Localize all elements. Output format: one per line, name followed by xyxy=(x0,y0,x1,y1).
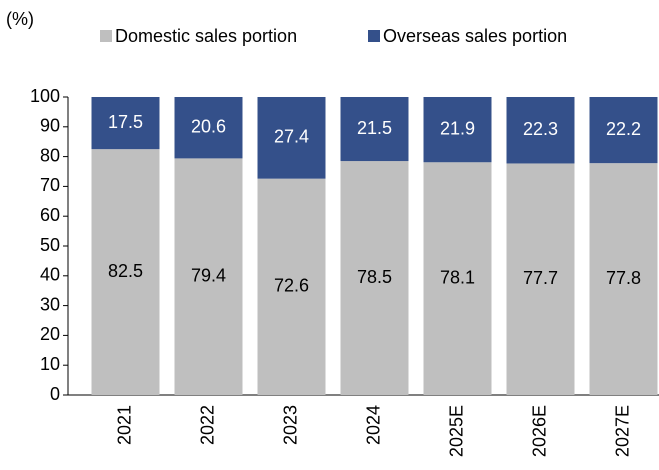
bar-segment xyxy=(423,97,492,163)
bar-segment xyxy=(589,97,658,164)
y-tick-label: 40 xyxy=(40,265,60,285)
y-axis-label: (%) xyxy=(6,9,34,29)
y-tick-label: 90 xyxy=(40,116,60,136)
data-label: 79.4 xyxy=(191,265,226,285)
y-tick-label: 60 xyxy=(40,205,60,225)
data-label: 21.9 xyxy=(440,118,475,138)
data-label: 77.8 xyxy=(606,268,641,288)
x-tick-label: 2025E xyxy=(446,405,466,457)
data-label: 22.3 xyxy=(523,119,558,139)
y-tick-label: 50 xyxy=(40,235,60,255)
bar-segment xyxy=(257,97,326,179)
data-label: 17.5 xyxy=(108,112,143,132)
data-label: 27.4 xyxy=(274,127,309,147)
data-label: 78.1 xyxy=(440,267,475,287)
bar-segment xyxy=(506,97,575,164)
bar-segment xyxy=(340,161,409,395)
y-tick-label: 10 xyxy=(40,354,60,374)
data-label: 82.5 xyxy=(108,261,143,281)
x-tick-label: 2026E xyxy=(529,405,549,457)
y-tick-label: 20 xyxy=(40,324,60,344)
legend-swatch xyxy=(100,30,112,42)
x-tick-label: 2021 xyxy=(114,405,134,445)
y-tick-label: 30 xyxy=(40,294,60,314)
bar-segment xyxy=(91,97,160,150)
data-label: 78.5 xyxy=(357,267,392,287)
y-tick-label: 70 xyxy=(40,175,60,195)
y-tick-label: 0 xyxy=(50,384,60,404)
bar-segment xyxy=(174,158,243,395)
x-tick-label: 2024 xyxy=(363,405,383,445)
legend-swatch xyxy=(368,30,380,42)
bar-segment xyxy=(340,97,409,162)
bar-segment xyxy=(589,163,658,395)
legend-label: Domestic sales portion xyxy=(115,26,297,46)
bar-segment xyxy=(257,178,326,395)
x-tick-label: 2027E xyxy=(612,405,632,457)
data-label: 72.6 xyxy=(274,276,309,296)
y-tick-label: 100 xyxy=(30,86,60,106)
data-label: 22.2 xyxy=(606,119,641,139)
bar-segment xyxy=(506,163,575,395)
bar-segment xyxy=(174,97,243,159)
bar-segment xyxy=(91,149,160,395)
legend-label: Overseas sales portion xyxy=(383,26,567,46)
y-tick-label: 80 xyxy=(40,145,60,165)
data-label: 20.6 xyxy=(191,116,226,136)
x-tick-label: 2023 xyxy=(280,405,300,445)
bar-segment xyxy=(423,162,492,395)
data-label: 77.7 xyxy=(523,268,558,288)
x-tick-label: 2022 xyxy=(197,405,217,445)
data-label: 21.5 xyxy=(357,118,392,138)
